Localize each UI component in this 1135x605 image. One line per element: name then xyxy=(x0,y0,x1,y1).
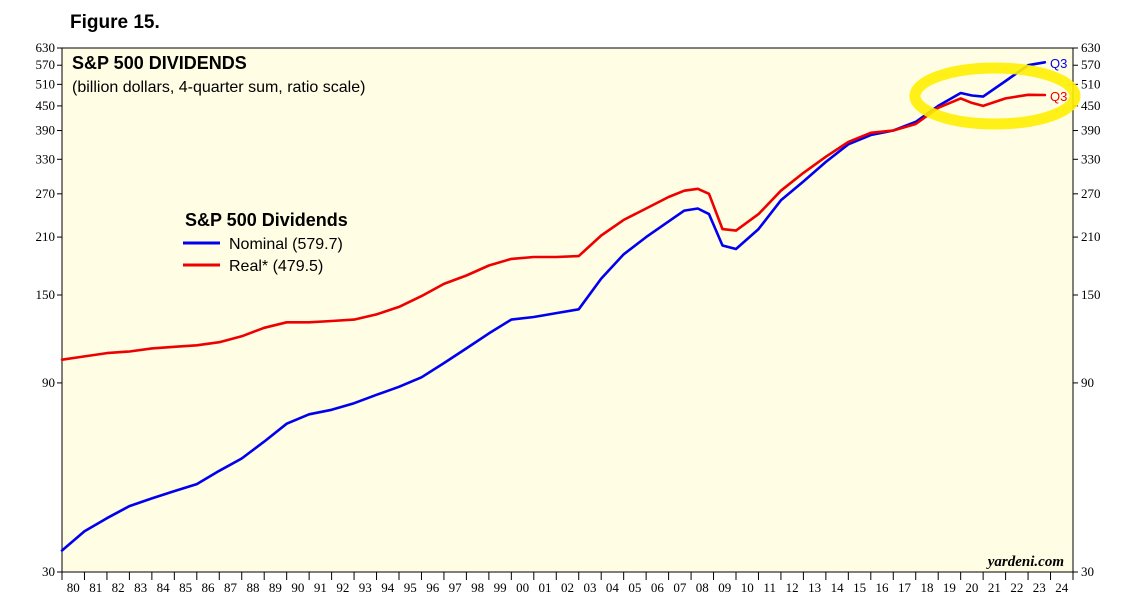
legend-title: S&P 500 Dividends xyxy=(185,210,348,230)
credit-label: yardeni.com xyxy=(986,554,1064,570)
x-tick-label: 83 xyxy=(134,580,147,595)
x-tick-label: 09 xyxy=(718,580,731,595)
x-tick-label: 93 xyxy=(359,580,372,595)
x-tick-label: 05 xyxy=(628,580,641,595)
x-tick-label: 80 xyxy=(67,580,80,595)
x-tick-label: 81 xyxy=(89,580,102,595)
x-tick-label: 20 xyxy=(965,580,978,595)
x-tick-label: 13 xyxy=(808,580,821,595)
x-tick-label: 97 xyxy=(449,580,463,595)
y-tick-label-left: 90 xyxy=(42,375,55,390)
x-tick-label: 04 xyxy=(606,580,620,595)
figure-label: Figure 15. xyxy=(70,12,160,33)
legend-real-label: Real* (479.5) xyxy=(229,258,323,275)
y-tick-label-right: 510 xyxy=(1081,76,1101,91)
y-tick-label-right: 390 xyxy=(1081,123,1101,138)
x-tick-label: 91 xyxy=(314,580,327,595)
y-tick-label-left: 450 xyxy=(36,98,56,113)
x-tick-label: 85 xyxy=(179,580,192,595)
x-tick-label: 21 xyxy=(988,580,1001,595)
y-tick-label-right: 30 xyxy=(1081,564,1094,579)
x-tick-label: 11 xyxy=(763,580,776,595)
x-tick-label: 15 xyxy=(853,580,866,595)
x-tick-label: 89 xyxy=(269,580,282,595)
y-tick-label-left: 210 xyxy=(36,229,56,244)
x-tick-label: 23 xyxy=(1033,580,1046,595)
y-tick-label-right: 90 xyxy=(1081,375,1094,390)
x-tick-label: 03 xyxy=(583,580,596,595)
chart-subtitle: (billion dollars, 4-quarter sum, ratio s… xyxy=(72,79,365,96)
x-tick-label: 22 xyxy=(1010,580,1023,595)
x-tick-label: 10 xyxy=(741,580,754,595)
y-tick-label-right: 210 xyxy=(1081,229,1101,244)
y-tick-label-left: 570 xyxy=(36,57,56,72)
y-tick-label-left: 30 xyxy=(42,564,55,579)
chart-title: S&P 500 DIVIDENDS xyxy=(72,53,247,73)
nominal-end-label: Q3 xyxy=(1050,56,1067,71)
y-tick-label-left: 330 xyxy=(36,151,56,166)
x-tick-label: 24 xyxy=(1055,580,1069,595)
y-tick-label-right: 330 xyxy=(1081,151,1101,166)
x-tick-label: 08 xyxy=(696,580,709,595)
real-end-label: Q3 xyxy=(1050,89,1067,104)
x-tick-label: 98 xyxy=(471,580,484,595)
y-tick-label-left: 150 xyxy=(36,287,56,302)
x-tick-label: 19 xyxy=(943,580,956,595)
x-tick-label: 16 xyxy=(876,580,890,595)
x-tick-label: 96 xyxy=(426,580,440,595)
y-tick-label-left: 270 xyxy=(36,186,56,201)
y-tick-label-right: 450 xyxy=(1081,98,1101,113)
highlight-circle xyxy=(909,62,1081,130)
y-tick-label-right: 150 xyxy=(1081,287,1101,302)
legend-nominal-label: Nominal (579.7) xyxy=(229,236,343,253)
x-tick-label: 95 xyxy=(404,580,417,595)
series-line-real xyxy=(60,93,1047,361)
y-tick-label-right: 630 xyxy=(1081,40,1101,55)
x-tick-label: 12 xyxy=(786,580,799,595)
y-tick-label-left: 630 xyxy=(36,40,56,55)
x-tick-label: 86 xyxy=(202,580,216,595)
y-tick-label-left: 510 xyxy=(36,76,56,91)
x-tick-label: 94 xyxy=(381,580,395,595)
series-lines xyxy=(60,61,1047,552)
x-tick-label: 88 xyxy=(246,580,259,595)
x-tick-label: 84 xyxy=(157,580,171,595)
x-tick-label: 90 xyxy=(291,580,304,595)
x-tick-label: 17 xyxy=(898,580,912,595)
x-tick-label: 87 xyxy=(224,580,238,595)
x-tick-label: 92 xyxy=(336,580,349,595)
x-tick-label: 06 xyxy=(651,580,665,595)
y-tick-label-left: 390 xyxy=(36,123,56,138)
x-tick-label: 01 xyxy=(539,580,552,595)
y-tick-label-right: 570 xyxy=(1081,57,1101,72)
y-tick-label-right: 270 xyxy=(1081,186,1101,201)
x-tick-label: 18 xyxy=(920,580,933,595)
x-tick-label: 99 xyxy=(494,580,507,595)
x-tick-label: 00 xyxy=(516,580,529,595)
x-tick-label: 02 xyxy=(561,580,574,595)
x-tick-label: 82 xyxy=(112,580,125,595)
x-tick-label: 07 xyxy=(673,580,687,595)
x-tick-label: 14 xyxy=(831,580,845,595)
